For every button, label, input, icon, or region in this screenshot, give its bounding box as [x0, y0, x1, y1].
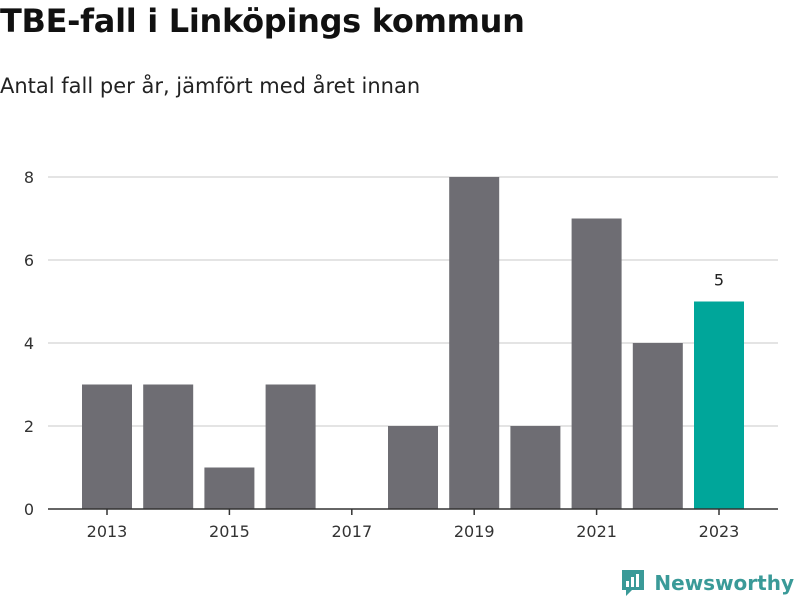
x-tick-label: 2015 — [209, 522, 250, 541]
y-tick-label: 6 — [24, 251, 34, 270]
y-tick-label: 4 — [24, 334, 34, 353]
y-tick-label: 0 — [24, 500, 34, 519]
bar-2015 — [204, 467, 255, 509]
chart-subtitle: Antal fall per år, jämfört med året inna… — [0, 74, 421, 98]
x-tick-label: 2021 — [576, 522, 617, 541]
brand-logo: Newsworthy — [620, 568, 794, 598]
bar-2019 — [449, 177, 500, 509]
brand-name: Newsworthy — [654, 571, 794, 595]
bar-2022 — [632, 343, 683, 509]
data-label: 5 — [714, 271, 724, 290]
y-tick-label: 8 — [24, 168, 34, 187]
bar-chart: 0 2 4 6 8 2013 2015 2017 2019 2021 2023 5 — [24, 168, 778, 541]
bar-2013 — [82, 384, 132, 509]
x-tick-label: 2017 — [331, 522, 372, 541]
x-tick-label: 2019 — [454, 522, 495, 541]
y-tick-label: 2 — [24, 417, 34, 436]
chart-title: TBE-fall i Linköpings kommun — [0, 2, 525, 40]
bar-2023 — [694, 301, 744, 509]
x-tick-label: 2013 — [87, 522, 128, 541]
bar-2018 — [388, 426, 438, 509]
newsworthy-logo-icon — [622, 570, 645, 596]
x-tick-label: 2023 — [699, 522, 740, 541]
bar-2021 — [571, 218, 622, 509]
bar-2020 — [510, 426, 561, 509]
bar-2016 — [265, 384, 316, 509]
bar-2014 — [143, 384, 194, 509]
